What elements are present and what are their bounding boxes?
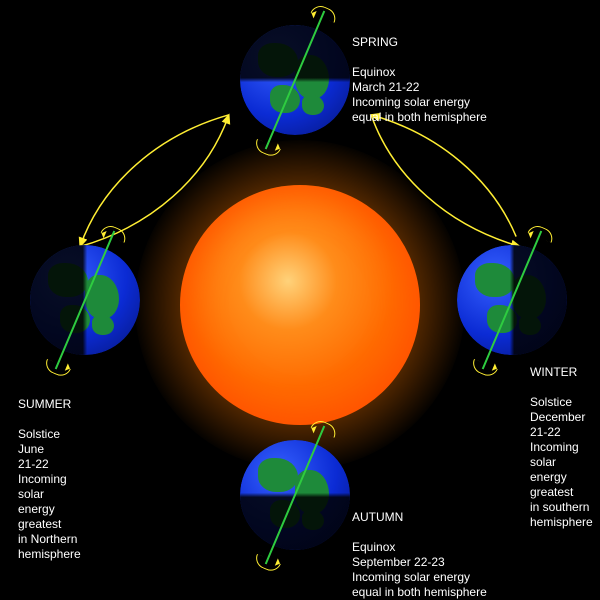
- orbit-arc: [371, 115, 516, 237]
- label-summer: SUMMER Solstice June 21-22 Incoming sola…: [18, 382, 108, 562]
- label-winter: WINTER Solstice December 21-22 Incoming …: [530, 350, 600, 530]
- label-autumn-title: AUTUMN: [352, 510, 403, 524]
- orbit-arc: [371, 115, 520, 247]
- label-spring: SPRING Equinox March 21-22 Incoming sola…: [352, 20, 582, 125]
- label-spring-body: Equinox March 21-22 Incoming solar energ…: [352, 65, 487, 124]
- label-winter-body: Solstice December 21-22 Incoming solar e…: [530, 395, 593, 529]
- earth-winter: [457, 245, 567, 355]
- orbit-arc: [80, 115, 229, 247]
- earth-spring: [240, 25, 350, 135]
- label-autumn: AUTUMN Equinox September 22-23 Incoming …: [352, 495, 552, 600]
- orbit-arc: [80, 115, 229, 247]
- label-autumn-body: Equinox September 22-23 Incoming solar e…: [352, 540, 487, 599]
- label-summer-body: Solstice June 21-22 Incoming solar energ…: [18, 427, 81, 561]
- seasons-diagram: SPRING Equinox March 21-22 Incoming sola…: [0, 0, 600, 600]
- label-spring-title: SPRING: [352, 35, 398, 49]
- earth-autumn: [240, 440, 350, 550]
- label-winter-title: WINTER: [530, 365, 577, 379]
- label-summer-title: SUMMER: [18, 397, 71, 411]
- earth-summer: [30, 245, 140, 355]
